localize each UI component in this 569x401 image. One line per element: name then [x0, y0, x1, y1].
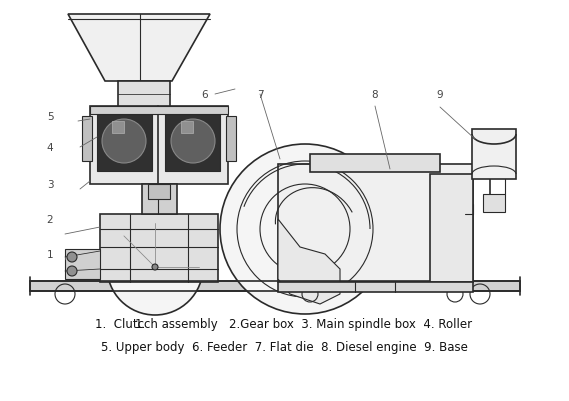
Bar: [118, 82, 170, 107]
Text: 5: 5: [47, 112, 53, 122]
Text: 5. Upper body  6. Feeder  7. Flat die  8. Diesel engine  9. Base: 5. Upper body 6. Feeder 7. Flat die 8. D…: [101, 341, 468, 354]
Text: 8: 8: [372, 90, 378, 100]
Circle shape: [152, 264, 158, 270]
Circle shape: [67, 266, 77, 276]
Circle shape: [220, 145, 390, 314]
Bar: [472, 130, 516, 180]
Text: 1.  Clutcch assembly   2.Gear box  3. Main spindle box  4. Roller: 1. Clutcch assembly 2.Gear box 3. Main s…: [96, 318, 473, 331]
Polygon shape: [278, 219, 340, 304]
Text: 4: 4: [47, 143, 53, 153]
Text: 3: 3: [47, 180, 53, 190]
Bar: [483, 194, 505, 213]
Bar: [65, 249, 100, 279]
Bar: [181, 122, 193, 134]
Bar: [310, 155, 440, 172]
Bar: [142, 184, 177, 215]
Circle shape: [107, 219, 203, 315]
Bar: [278, 164, 473, 282]
Bar: [100, 215, 218, 282]
Bar: [97, 112, 152, 172]
Bar: [278, 282, 473, 292]
Text: 1.: 1.: [135, 318, 146, 331]
Bar: [430, 174, 473, 282]
Bar: [226, 117, 236, 162]
Circle shape: [67, 252, 77, 262]
Circle shape: [102, 120, 146, 164]
Text: 1: 1: [47, 249, 53, 259]
Circle shape: [171, 120, 215, 164]
Bar: [165, 112, 220, 172]
Bar: [30, 281, 520, 291]
Text: 7: 7: [257, 90, 263, 100]
Polygon shape: [68, 15, 210, 82]
Bar: [90, 107, 228, 115]
Text: 2: 2: [47, 215, 53, 225]
Text: 6: 6: [201, 90, 208, 100]
Text: 9: 9: [436, 90, 443, 100]
Bar: [148, 184, 170, 200]
Bar: [90, 107, 228, 184]
Bar: [82, 117, 92, 162]
Bar: [112, 122, 124, 134]
